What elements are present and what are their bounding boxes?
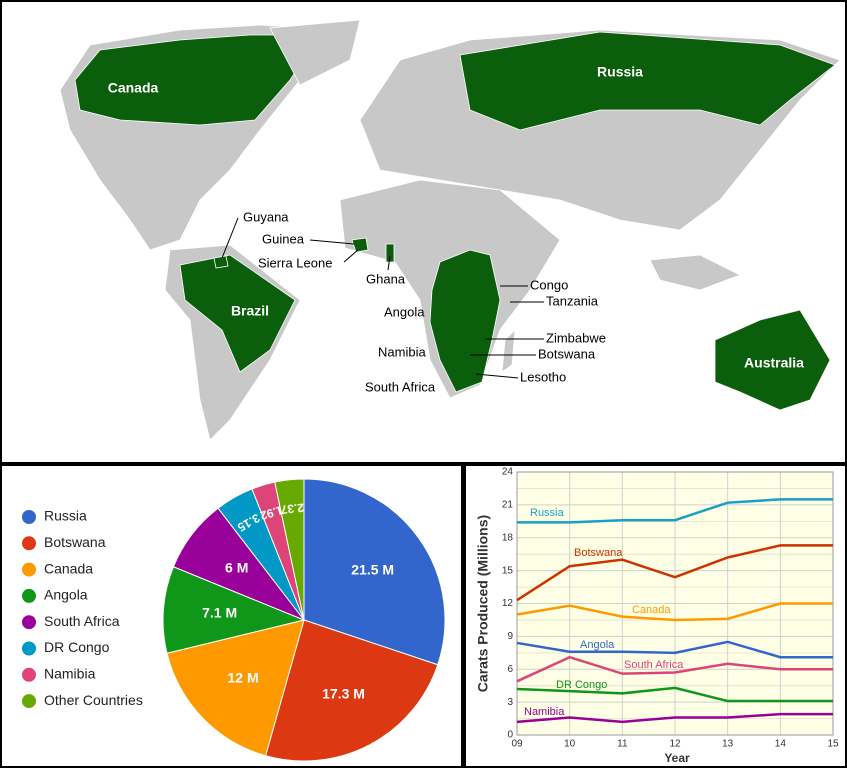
africa-producers xyxy=(429,249,501,393)
x-tick-label: 13 xyxy=(722,739,734,750)
map-label: Sierra Leone xyxy=(258,255,332,270)
pie-label: 2.37 xyxy=(280,500,305,516)
map-label: Tanzania xyxy=(546,293,599,308)
legend-swatch xyxy=(22,588,36,603)
y-tick-label: 0 xyxy=(507,730,513,741)
madagascar xyxy=(501,328,516,373)
y-tick-label: 18 xyxy=(502,532,514,543)
map-label: Guyana xyxy=(243,209,289,224)
map-label: Canada xyxy=(108,80,159,96)
legend-label: Russia xyxy=(44,508,87,524)
series-label: Russia xyxy=(530,507,565,519)
pie-slice xyxy=(265,619,439,762)
x-tick-label: 11 xyxy=(617,739,628,750)
y-tick-label: 24 xyxy=(502,467,514,478)
map-shapes xyxy=(59,19,841,441)
map-label: Congo xyxy=(530,277,568,292)
pie-label: 1.92 xyxy=(258,503,285,523)
series-line xyxy=(516,712,833,724)
guyana-shape xyxy=(213,255,229,269)
series-line xyxy=(516,640,833,659)
pie-slice xyxy=(166,619,305,757)
legend-label: Canada xyxy=(44,560,93,576)
brazil-shape xyxy=(179,254,296,373)
map-label: Guinea xyxy=(262,231,305,246)
leader xyxy=(343,249,359,263)
pie-label: 12 M xyxy=(228,669,259,685)
canada-shape xyxy=(74,34,321,126)
y-axis-title: Carats Produced (Millions) xyxy=(475,515,491,692)
map-label: Brazil xyxy=(231,303,269,319)
series-label: South Africa xyxy=(624,659,684,671)
map-label: Australia xyxy=(744,355,804,371)
x-axis-title: Year xyxy=(664,751,690,765)
guinea-shape xyxy=(351,237,369,253)
legend-label: South Africa xyxy=(44,613,120,629)
map-label: Russia xyxy=(597,64,643,80)
legend-label: Botswana xyxy=(44,534,106,550)
map-label: Lesotho xyxy=(520,369,566,384)
map-label: Namibia xyxy=(378,344,426,359)
legend-label: DR Congo xyxy=(44,639,110,655)
y-tick-label: 6 xyxy=(507,664,513,675)
legend-label: Namibia xyxy=(44,666,96,682)
australia-shape xyxy=(714,309,831,411)
series-label: Canada xyxy=(632,604,671,616)
indonesia xyxy=(649,254,741,291)
map-label: Zimbabwe xyxy=(546,330,606,345)
legend-swatch xyxy=(22,536,36,551)
leader xyxy=(309,239,355,245)
legend-swatch xyxy=(22,562,36,577)
y-tick-label: 9 xyxy=(507,631,513,642)
x-tick-label: 09 xyxy=(511,739,523,750)
leader xyxy=(221,217,239,259)
series-line xyxy=(517,498,833,524)
russia-shape xyxy=(459,31,836,131)
series-label: Namibia xyxy=(524,706,565,718)
y-tick-label: 21 xyxy=(502,500,514,511)
y-tick-label: 12 xyxy=(502,598,514,609)
map-label: South Africa xyxy=(365,379,436,394)
map-label: Botswana xyxy=(538,346,596,361)
map-label: Ghana xyxy=(366,271,406,286)
leader-lines xyxy=(221,217,544,379)
pie-label: 21.5 M xyxy=(351,561,394,577)
map-label: Angola xyxy=(384,304,425,319)
pie-label: 6 M xyxy=(225,559,248,575)
pie-slice xyxy=(162,566,306,654)
series-line xyxy=(516,602,833,622)
x-tick-label: 14 xyxy=(775,739,787,750)
series-label: Botswana xyxy=(574,547,623,559)
series-line xyxy=(516,544,833,602)
y-tick-label: 15 xyxy=(502,565,514,576)
x-tick-label: 15 xyxy=(827,739,839,750)
legend-swatch xyxy=(22,694,36,709)
x-tick-label: 12 xyxy=(669,739,681,750)
legend-label: Angola xyxy=(44,587,88,603)
y-tick-label: 3 xyxy=(507,697,513,708)
leader xyxy=(387,255,391,271)
pie-label: 7.1 M xyxy=(202,604,237,620)
legend-swatch xyxy=(22,641,36,656)
series-label: Angola xyxy=(580,639,615,651)
legend-swatch xyxy=(22,667,36,682)
pie-slice xyxy=(303,478,446,666)
legend-swatch xyxy=(22,615,36,630)
series-line xyxy=(516,655,833,683)
series-label: DR Congo xyxy=(556,679,607,691)
x-tick-label: 10 xyxy=(564,739,576,750)
legend-label: Other Countries xyxy=(44,692,143,708)
legend-swatch xyxy=(22,510,36,524)
pie-slice xyxy=(274,478,305,621)
leader xyxy=(475,373,519,379)
greenland xyxy=(269,19,361,86)
series-line xyxy=(516,686,833,703)
pie-label: 17.3 M xyxy=(322,686,365,702)
ghana-shape xyxy=(385,243,395,263)
